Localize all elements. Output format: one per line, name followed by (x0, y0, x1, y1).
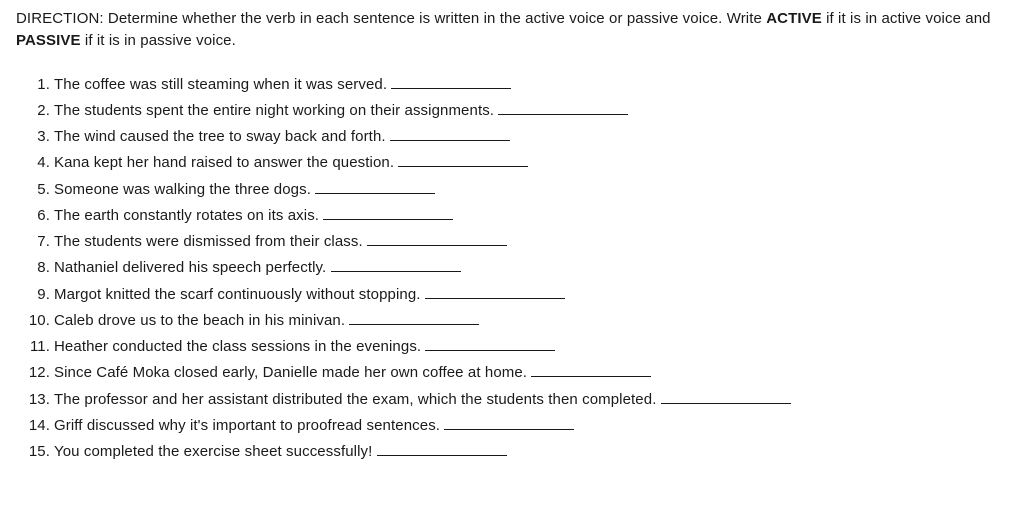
answer-blank[interactable] (390, 127, 510, 141)
direction-prefix: DIRECTION: Determine whether the verb in… (16, 10, 766, 27)
answer-blank[interactable] (349, 311, 479, 325)
list-item: Griff discussed why it's important to pr… (54, 415, 1000, 437)
list-item: Since Café Moka closed early, Danielle m… (54, 362, 1000, 384)
answer-blank[interactable] (323, 206, 453, 220)
answer-blank[interactable] (398, 153, 528, 167)
answer-blank[interactable] (331, 258, 461, 272)
direction-text: DIRECTION: Determine whether the verb in… (16, 8, 1000, 52)
answer-blank[interactable] (315, 179, 435, 193)
list-item: Caleb drove us to the beach in his miniv… (54, 310, 1000, 332)
list-item: Margot knitted the scarf continuously wi… (54, 284, 1000, 306)
item-text: You completed the exercise sheet success… (54, 443, 377, 460)
list-item: Nathaniel delivered his speech perfectly… (54, 257, 1000, 279)
item-text: The students spent the entire night work… (54, 102, 498, 119)
passive-label: PASSIVE (16, 32, 81, 49)
list-item: The coffee was still steaming when it wa… (54, 74, 1000, 96)
answer-blank[interactable] (425, 337, 555, 351)
item-text: Kana kept her hand raised to answer the … (54, 154, 398, 171)
list-item: The students spent the entire night work… (54, 100, 1000, 122)
item-text: Griff discussed why it's important to pr… (54, 417, 444, 434)
list-item: The wind caused the tree to sway back an… (54, 126, 1000, 148)
active-label: ACTIVE (766, 10, 822, 27)
item-text: The earth constantly rotates on its axis… (54, 207, 323, 224)
list-item: The earth constantly rotates on its axis… (54, 205, 1000, 227)
answer-blank[interactable] (425, 284, 565, 298)
item-text: Nathaniel delivered his speech perfectly… (54, 259, 331, 276)
answer-blank[interactable] (498, 101, 628, 115)
item-text: Caleb drove us to the beach in his miniv… (54, 312, 349, 329)
list-item: Someone was walking the three dogs. (54, 179, 1000, 201)
question-list: The coffee was still steaming when it wa… (16, 74, 1000, 463)
item-text: The professor and her assistant distribu… (54, 391, 661, 408)
item-text: Someone was walking the three dogs. (54, 181, 315, 198)
list-item: The professor and her assistant distribu… (54, 389, 1000, 411)
list-item: Kana kept her hand raised to answer the … (54, 152, 1000, 174)
list-item: You completed the exercise sheet success… (54, 441, 1000, 463)
item-text: Margot knitted the scarf continuously wi… (54, 286, 425, 303)
answer-blank[interactable] (367, 232, 507, 246)
item-text: Heather conducted the class sessions in … (54, 338, 425, 355)
item-text: The students were dismissed from their c… (54, 233, 367, 250)
answer-blank[interactable] (391, 74, 511, 88)
item-text: The wind caused the tree to sway back an… (54, 128, 390, 145)
direction-mid: if it is in active voice and (822, 10, 991, 27)
answer-blank[interactable] (661, 389, 791, 403)
list-item: Heather conducted the class sessions in … (54, 336, 1000, 358)
item-text: Since Café Moka closed early, Danielle m… (54, 364, 531, 381)
list-item: The students were dismissed from their c… (54, 231, 1000, 253)
answer-blank[interactable] (531, 363, 651, 377)
answer-blank[interactable] (444, 416, 574, 430)
answer-blank[interactable] (377, 442, 507, 456)
direction-suffix: if it is in passive voice. (81, 32, 236, 49)
item-text: The coffee was still steaming when it wa… (54, 76, 391, 93)
